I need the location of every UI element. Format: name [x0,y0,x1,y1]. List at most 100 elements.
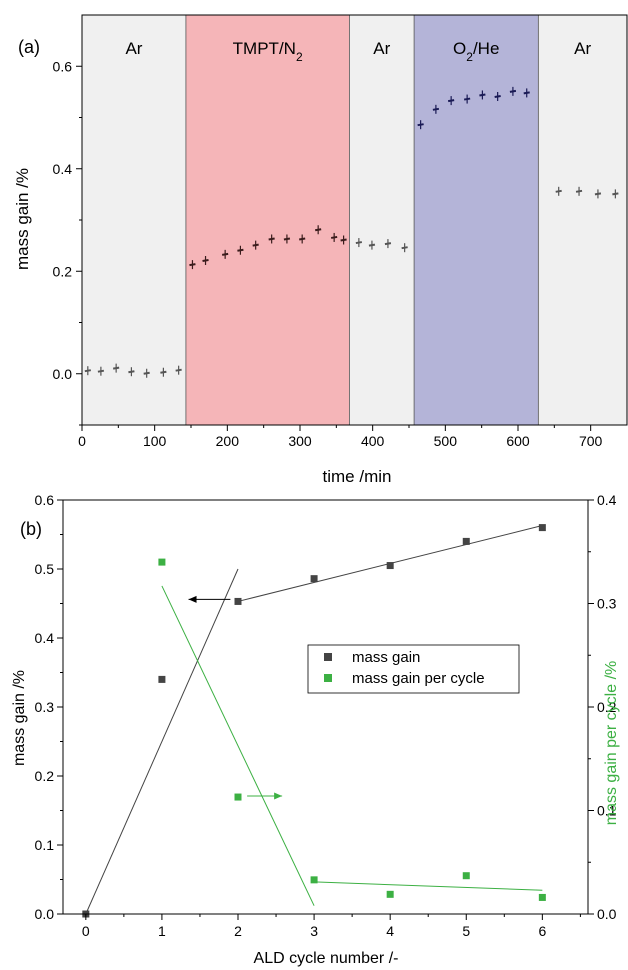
data-point [310,575,318,583]
y-right-tick-label: 0.0 [597,906,617,922]
y-right-tick-label: 0.4 [597,492,617,508]
data-point [432,107,440,111]
legend-label-mass-gain: mass gain [352,649,420,666]
data-points-b [82,524,546,918]
region-label: Ar [373,39,390,58]
data-point [523,91,530,95]
data-point [84,369,91,373]
panel-label-b: (b) [20,519,42,539]
data-point [189,263,196,267]
data-point [538,524,546,532]
y-tick-label: 0.2 [35,768,55,784]
x-axis-label-b: ALD cycle number /- [254,950,399,967]
panel-a: Ar TMPT/N2 Ar O2/He Ar 0 100 200 300 400 500 600 70… [13,14,628,486]
y-axis-label-right-b: mass gain per cycle /% [603,661,620,826]
region-band [349,15,415,425]
y-axis-label-left-b: mass gain /% [11,670,28,766]
y-tick-label: 0.0 [53,366,73,382]
region-label: Ar [125,39,142,58]
x-tick-label: 700 [579,433,603,449]
x-tick-label: 5 [462,923,470,939]
x-tick-label: 3 [310,923,318,939]
data-points-a [84,86,619,378]
data-point [555,189,562,193]
data-point [384,242,392,246]
data-point [612,192,619,196]
data-point [268,237,275,241]
x-tick-label: 0 [78,433,86,449]
data-point [355,241,363,245]
x-tick-label: 2 [234,923,242,939]
x-axis-label-a: time /min [323,467,392,486]
x-tick-label: 200 [216,433,240,449]
data-point [202,259,209,262]
data-point [158,558,166,566]
data-point [340,238,347,242]
legend-marker-mass-gain [324,653,332,661]
x-axis-ticks-a: 0 100 200 300 400 500 600 700 [78,425,603,449]
data-point [479,93,486,97]
data-point [463,97,471,101]
y-tick-label: 0.4 [53,161,73,177]
data-point [112,366,120,370]
arrow-head [188,595,197,603]
fit-lines-b [85,525,543,915]
y-axis-ticks-a: 0.0 0.2 0.4 0.6 [53,58,82,426]
y-tick-label: 0.6 [35,492,55,508]
region-band [185,15,350,425]
data-point [175,368,182,372]
fit-line [161,585,315,906]
data-point [386,890,394,898]
data-point [447,99,455,103]
data-point [368,243,376,247]
data-point [97,369,105,373]
legend-box [307,644,520,694]
x-tick-label: 600 [506,433,530,449]
y-axis-ticks-left-b: 0.0 0.1 0.2 0.3 0.4 0.5 0.6 [35,492,63,922]
data-point [417,123,424,127]
data-point [160,370,167,374]
x-axis-ticks-b: 0 1 2 3 4 5 6 [82,914,581,939]
y-axis-label-a: mass gain /% [13,168,32,270]
data-point [158,675,166,683]
x-tick-label: 400 [361,433,385,449]
y-axis-ticks-right-b: 0.0 0.1 0.2 0.3 0.4 [588,492,617,922]
data-point [330,235,338,239]
x-tick-label: 4 [386,923,394,939]
legend-label-mass-gain-per-cycle: mass gain per cycle [352,670,485,687]
region-band [82,15,186,425]
x-tick-label: 6 [538,923,546,939]
atmosphere-regions: Ar TMPT/N2 Ar O2/He Ar [82,15,627,425]
data-point [234,597,242,605]
y-tick-label: 0.5 [35,561,55,577]
y-tick-label: 0.2 [53,263,73,279]
y-tick-label: 0.3 [35,699,55,715]
x-tick-label: 1 [158,923,166,939]
y-right-tick-label: 0.1 [597,803,617,819]
data-point [143,371,150,375]
region-band [414,15,539,425]
y-tick-label: 0.6 [53,58,73,74]
data-point [594,192,602,196]
y-tick-label: 0.4 [35,630,55,646]
region-band [538,15,627,425]
region-label: Ar [574,39,591,58]
y-right-tick-label: 0.2 [597,699,617,715]
data-point [538,893,546,901]
data-point [237,248,244,252]
x-tick-label: 500 [434,433,458,449]
axis-arrows-b [188,595,283,800]
data-point [283,237,291,241]
data-point [494,95,501,98]
data-point [221,252,229,256]
data-point [462,872,470,880]
panel-label-a: (a) [18,37,40,57]
data-point [401,246,408,250]
x-tick-label: 100 [143,433,167,449]
data-point [128,370,135,374]
data-point [386,562,394,570]
data-point [575,189,583,193]
y-right-tick-label: 0.3 [597,596,617,612]
data-point [310,876,318,884]
